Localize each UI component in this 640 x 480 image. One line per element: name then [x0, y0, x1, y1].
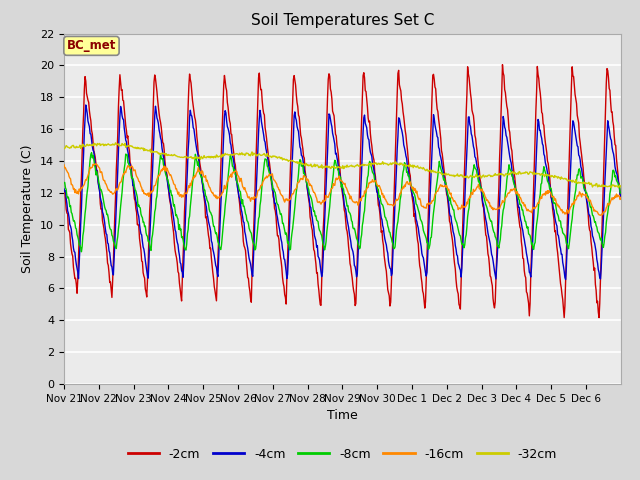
- Title: Soil Temperatures Set C: Soil Temperatures Set C: [251, 13, 434, 28]
- Text: BC_met: BC_met: [67, 39, 116, 52]
- Y-axis label: Soil Temperature (C): Soil Temperature (C): [22, 144, 35, 273]
- Legend: -2cm, -4cm, -8cm, -16cm, -32cm: -2cm, -4cm, -8cm, -16cm, -32cm: [123, 443, 562, 466]
- X-axis label: Time: Time: [327, 409, 358, 422]
